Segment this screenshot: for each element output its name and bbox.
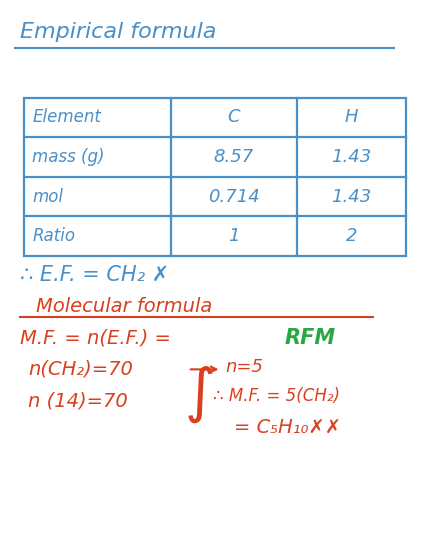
Text: mol: mol (32, 188, 63, 206)
Text: M.F. = n(E.F.) =: M.F. = n(E.F.) = (20, 328, 177, 347)
Text: $\int$: $\int$ (184, 365, 213, 425)
Text: RFM: RFM (285, 328, 336, 348)
Text: 0.714: 0.714 (208, 188, 260, 206)
Text: Molecular formula: Molecular formula (36, 296, 213, 316)
Text: mass (g): mass (g) (32, 148, 105, 166)
Text: = C₅H₁₀✗✗: = C₅H₁₀✗✗ (234, 418, 341, 437)
Text: ∴ E.F. = CH₂ ✗: ∴ E.F. = CH₂ ✗ (20, 264, 169, 285)
Text: 1.43: 1.43 (331, 188, 372, 206)
Text: n=5: n=5 (226, 358, 264, 376)
Text: 1: 1 (228, 227, 240, 245)
Text: Element: Element (32, 109, 101, 126)
Text: ∴ M.F. = 5(CH₂): ∴ M.F. = 5(CH₂) (213, 387, 340, 405)
Text: 8.57: 8.57 (214, 148, 254, 166)
Text: 1.43: 1.43 (331, 148, 372, 166)
Text: 2: 2 (346, 227, 357, 245)
Text: Ratio: Ratio (32, 227, 75, 245)
Text: H: H (345, 109, 359, 126)
Text: Empirical formula: Empirical formula (20, 22, 216, 42)
Text: C: C (228, 109, 240, 126)
Text: n (14)=70: n (14)=70 (28, 392, 128, 410)
Text: n(CH₂)=70: n(CH₂)=70 (28, 360, 133, 379)
